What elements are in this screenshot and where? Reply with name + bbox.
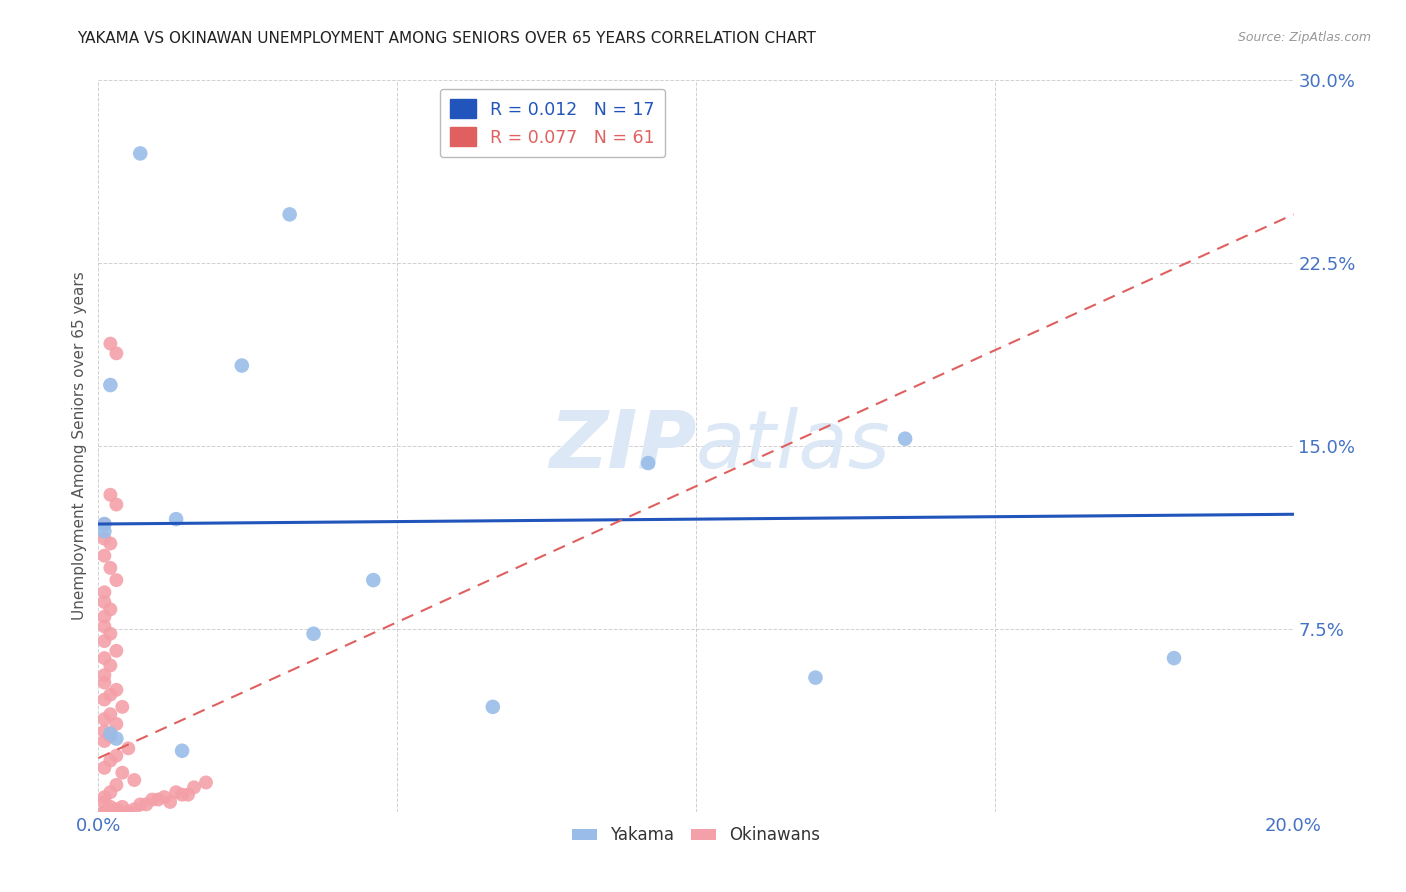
Point [93,712,115,726]
Text: YAKAMA VS OKINAWAN UNEMPLOYMENT AMONG SENIORS OVER 65 YEARS CORRELATION CHART: YAKAMA VS OKINAWAN UNEMPLOYMENT AMONG SE… [77,31,817,46]
Point [93,692,115,706]
Point [231,359,253,373]
Point [165,512,187,526]
Point [98,729,122,743]
Point [105,644,128,658]
Point [98,536,122,550]
Point [105,573,128,587]
Point [148,792,170,806]
Point [637,456,659,470]
Point [172,788,194,802]
Point [98,688,122,702]
Point [177,788,200,802]
Point [195,775,218,789]
Point [141,792,163,806]
Point [98,658,122,673]
Point [93,734,115,748]
Point [98,707,122,722]
Point [93,619,115,633]
Point [93,516,115,531]
Point [93,585,115,599]
Text: Source: ZipAtlas.com: Source: ZipAtlas.com [1237,31,1371,45]
Point [124,802,146,816]
Point [117,805,139,819]
Point [159,795,181,809]
Point [1163,651,1185,665]
Point [93,668,115,682]
Point [804,671,827,685]
Point [98,754,122,768]
Point [105,682,128,697]
Point [111,699,134,714]
Point [93,805,115,819]
Point [93,675,115,690]
Point [93,609,115,624]
Legend: Yakama, Okinawans: Yakama, Okinawans [565,820,827,851]
Point [98,805,122,819]
Point [93,805,115,819]
Point [98,626,122,640]
Point [105,802,128,816]
Text: atlas: atlas [696,407,891,485]
Point [117,741,139,756]
Point [93,634,115,648]
Point [135,797,157,812]
Point [93,516,115,531]
Point [894,432,917,446]
Point [105,498,128,512]
Point [98,727,122,741]
Point [93,724,115,739]
Point [98,488,122,502]
Point [93,795,115,809]
Point [93,524,115,539]
Point [111,800,134,814]
Point [98,378,122,392]
Point [482,699,505,714]
Point [93,549,115,563]
Point [93,761,115,775]
Point [129,797,152,812]
Point [105,346,128,360]
Point [172,744,194,758]
Point [98,336,122,351]
Point [98,561,122,575]
Y-axis label: Unemployment Among Seniors over 65 years: Unemployment Among Seniors over 65 years [72,272,87,620]
Point [98,800,122,814]
Point [93,790,115,805]
Point [302,626,325,640]
Point [363,573,385,587]
Point [98,602,122,616]
Point [111,765,134,780]
Point [93,651,115,665]
Point [183,780,205,795]
Point [165,785,187,799]
Point [278,207,301,221]
Point [124,772,146,787]
Point [129,146,152,161]
Point [93,532,115,546]
Point [93,595,115,609]
Point [98,785,122,799]
Point [105,731,128,746]
Text: ZIP: ZIP [548,407,696,485]
Point [105,748,128,763]
Point [105,717,128,731]
Point [153,790,176,805]
Point [105,778,128,792]
